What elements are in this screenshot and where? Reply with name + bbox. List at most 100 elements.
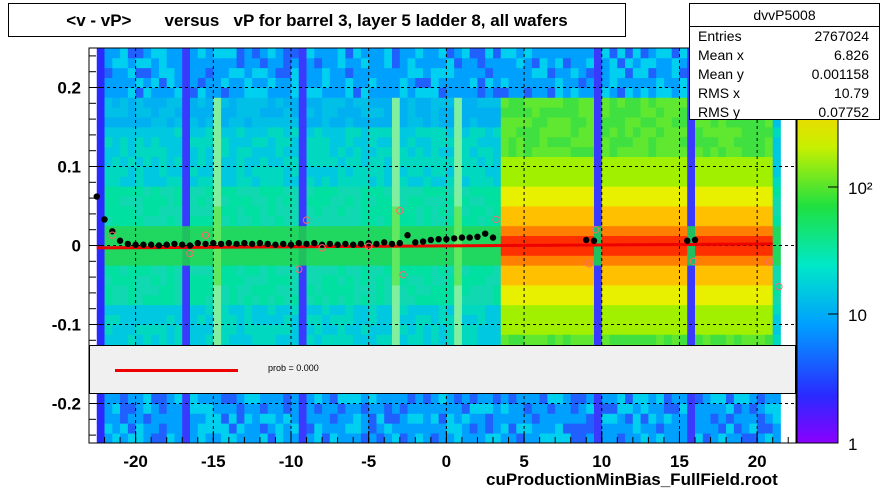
heatmap-cell: [702, 423, 711, 434]
heatmap-cell: [423, 127, 432, 138]
heatmap-cell: [609, 423, 618, 434]
heatmap-cell: [547, 87, 556, 98]
heatmap-cell: [430, 235, 440, 246]
heatmap-cell: [368, 393, 377, 404]
heatmap-cell: [640, 235, 649, 246]
heatmap-cell: [562, 423, 572, 434]
heatmap-cell: [594, 136, 603, 148]
heatmap-cell: [508, 265, 517, 276]
heatmap-cell: [617, 127, 626, 138]
heatmap-cell: [764, 403, 774, 414]
heatmap-cell: [415, 413, 424, 424]
heatmap-cell: [601, 265, 610, 276]
heatmap-cell: [493, 334, 502, 345]
heatmap-cell: [648, 107, 657, 118]
heatmap-cell: [539, 166, 548, 177]
heatmap-cell: [392, 334, 401, 345]
heatmap-cell: [112, 285, 121, 296]
heatmap-cell: [586, 156, 595, 167]
heatmap-cell: [430, 255, 440, 266]
heatmap-cell: [182, 403, 191, 414]
heatmap-cell: [640, 294, 649, 306]
heatmap-cell: [228, 57, 238, 69]
heatmap-cell: [228, 196, 238, 207]
heatmap-cell: [252, 206, 261, 217]
heatmap-cell: [454, 314, 463, 325]
heatmap-cell: [469, 403, 478, 414]
heatmap-cell: [337, 225, 346, 237]
heatmap-cell: [197, 97, 206, 108]
heatmap-cell: [772, 136, 781, 148]
heatmap-cell: [555, 57, 564, 69]
heatmap-cell: [267, 166, 276, 177]
heatmap-cell: [695, 413, 704, 424]
heatmap-cell: [399, 393, 408, 404]
heatmap-cell: [640, 77, 649, 88]
heatmap-cell: [104, 136, 113, 148]
heatmap-cell: [430, 136, 440, 148]
heatmap-cell: [617, 156, 626, 167]
heatmap-cell: [625, 176, 634, 187]
heatmap-cell: [213, 314, 222, 325]
heatmap-cell: [531, 433, 541, 444]
heatmap-cell: [151, 57, 160, 69]
heatmap-cell: [252, 107, 261, 118]
heatmap-cell: [329, 186, 339, 197]
heatmap-cell: [710, 225, 719, 237]
heatmap-cell: [733, 146, 743, 158]
heatmap-cell: [531, 235, 541, 246]
fit-line: [96, 242, 773, 250]
heatmap-cell: [104, 77, 113, 88]
heatmap-cell: [143, 294, 152, 306]
heatmap-cell: [298, 245, 307, 256]
heatmap-cell: [531, 304, 541, 316]
heatmap-cell: [291, 136, 300, 148]
heatmap-cell: [555, 87, 564, 98]
heatmap-cell: [570, 235, 579, 246]
heatmap-cell: [112, 196, 121, 207]
heatmap-cell: [314, 97, 323, 108]
heatmap-cell: [718, 225, 727, 237]
heatmap-cell: [244, 206, 253, 217]
heatmap-cell: [586, 176, 595, 187]
heatmap-cell: [322, 48, 331, 59]
heatmap-cell: [267, 215, 276, 227]
heatmap-cell: [407, 107, 416, 118]
heatmap-cell: [283, 324, 292, 335]
heatmap-cell: [601, 57, 610, 69]
heatmap-cell: [679, 235, 688, 246]
heatmap-cell: [291, 403, 300, 414]
heatmap-cell: [298, 255, 307, 266]
heatmap-cell: [531, 57, 541, 69]
heatmap-cell: [298, 275, 307, 286]
heatmap-cell: [236, 225, 245, 237]
heatmap-cell: [733, 245, 743, 256]
heatmap-cell: [772, 127, 781, 138]
heatmap-cell: [166, 57, 175, 69]
heatmap-cell: [368, 146, 377, 158]
heatmap-cell: [594, 423, 603, 434]
heatmap-cell: [625, 225, 634, 237]
heatmap-cell: [120, 433, 129, 444]
heatmap-cell: [221, 413, 230, 424]
heatmap-cell: [741, 206, 750, 217]
heatmap-cell: [345, 413, 354, 424]
heatmap-cell: [578, 186, 587, 197]
heatmap-cell: [687, 314, 696, 325]
heatmap-cell: [423, 206, 432, 217]
heatmap-cell: [314, 215, 323, 227]
heatmap-cell: [547, 314, 556, 325]
heatmap-cell: [461, 206, 471, 217]
heatmap-cell: [213, 235, 222, 246]
heatmap-cell: [710, 196, 719, 207]
heatmap-cell: [283, 433, 292, 444]
heatmap-cell: [174, 136, 183, 148]
heatmap-cell: [143, 285, 152, 296]
profile-open-point: [302, 216, 311, 224]
heatmap-cell: [539, 57, 548, 69]
heatmap-cell: [461, 255, 471, 266]
heatmap-cell: [291, 176, 300, 187]
heatmap-cell: [120, 206, 129, 217]
heatmap-cell: [764, 294, 774, 306]
heatmap-cell: [213, 176, 222, 187]
